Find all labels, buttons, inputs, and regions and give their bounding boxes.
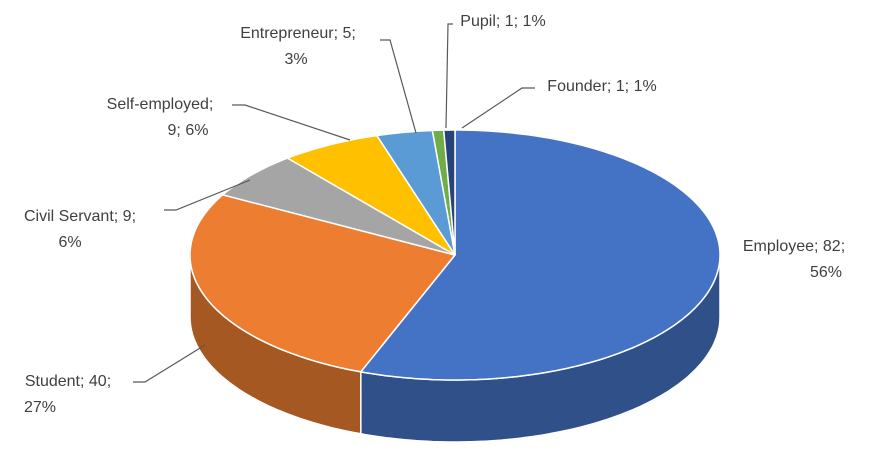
leader-line: [232, 104, 351, 141]
slice: [221, 157, 456, 256]
slice: [442, 129, 456, 256]
leader-line: [461, 87, 535, 129]
slice: [285, 134, 456, 256]
leader-line: [380, 39, 417, 134]
slice: [375, 129, 456, 256]
data-label: Self-employed;: [107, 96, 214, 113]
data-label: 3%: [284, 51, 307, 68]
data-label: Pupil; 1; 1%: [460, 13, 545, 30]
data-label: Entrepreneur; 5;: [240, 25, 356, 42]
leader-line: [133, 344, 206, 383]
data-label: Civil Servant; 9;: [24, 208, 136, 225]
leader-line: [445, 23, 453, 129]
data-label: 6%: [58, 234, 81, 251]
data-label: Student; 40;: [25, 373, 111, 390]
data-label: 9; 6%: [168, 122, 209, 139]
data-label: 56%: [810, 264, 842, 281]
slice: [189, 193, 457, 373]
leader-line: [164, 179, 251, 211]
data-label: Employee; 82;: [743, 238, 845, 255]
data-label: 27%: [24, 399, 56, 416]
slice: [359, 129, 721, 381]
data-label: Founder; 1; 1%: [547, 78, 656, 95]
